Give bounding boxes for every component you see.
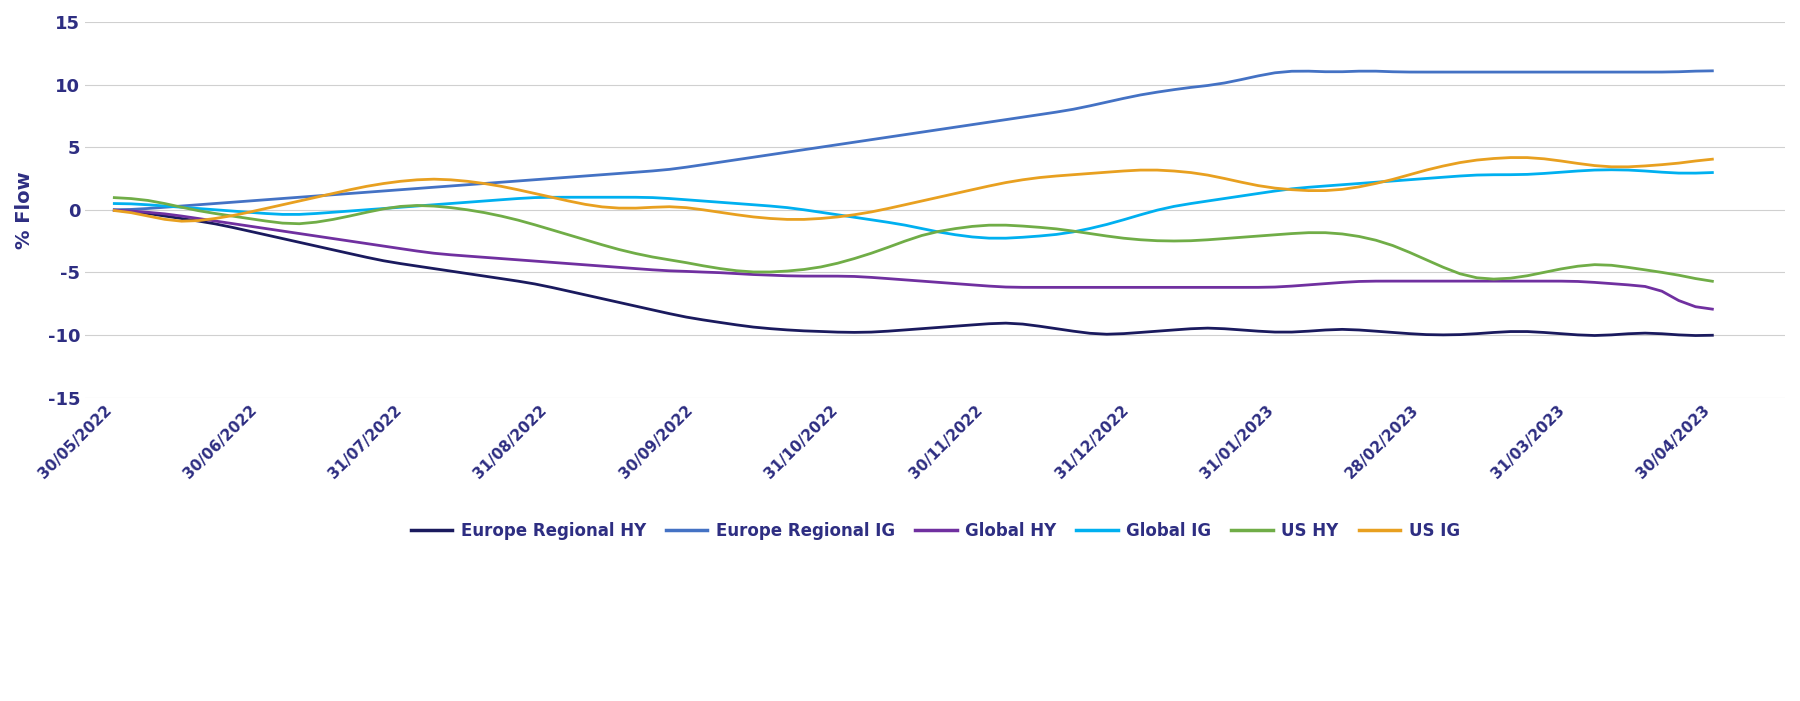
Y-axis label: % Flow: % Flow [14,171,34,249]
Legend: Europe Regional HY, Europe Regional IG, Global HY, Global IG, US HY, US IG: Europe Regional HY, Europe Regional IG, … [403,516,1467,547]
